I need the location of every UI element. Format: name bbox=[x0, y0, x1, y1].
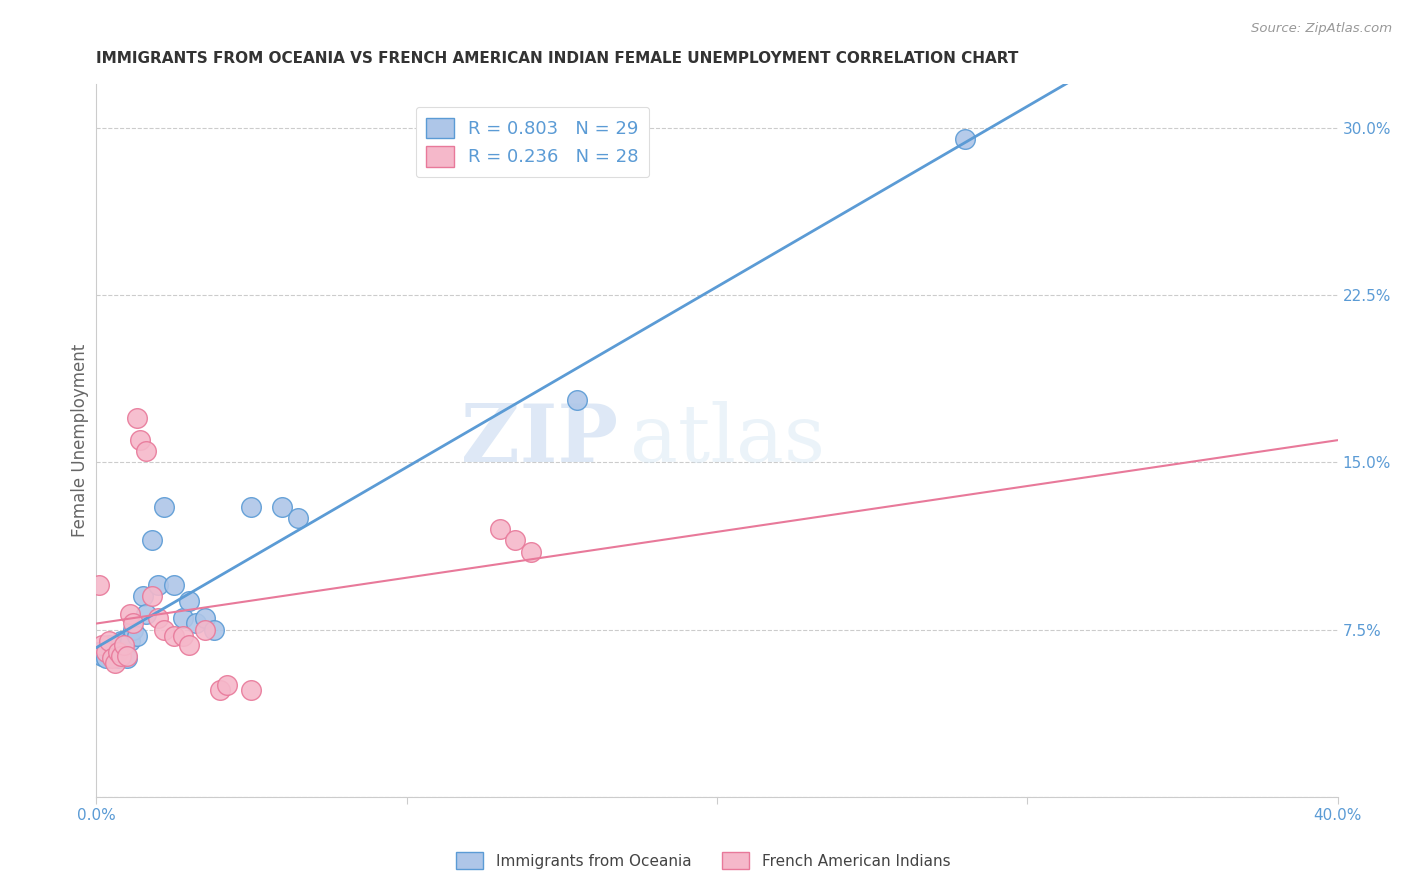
Point bbox=[194, 611, 217, 625]
Text: atlas: atlas bbox=[630, 401, 825, 479]
Point bbox=[953, 132, 976, 146]
Point bbox=[202, 623, 225, 637]
Point bbox=[132, 589, 155, 603]
Point bbox=[153, 623, 176, 637]
Point bbox=[194, 623, 217, 637]
Point bbox=[240, 682, 263, 697]
Point bbox=[240, 500, 263, 514]
Point bbox=[112, 645, 135, 659]
Point bbox=[135, 607, 157, 621]
Point bbox=[148, 611, 170, 625]
Point bbox=[179, 638, 201, 652]
Point bbox=[97, 633, 120, 648]
Point bbox=[184, 615, 207, 630]
Y-axis label: Female Unemployment: Female Unemployment bbox=[72, 343, 89, 537]
Point bbox=[122, 623, 145, 637]
Point bbox=[122, 615, 145, 630]
Point bbox=[89, 645, 111, 659]
Point bbox=[172, 629, 194, 643]
Point bbox=[271, 500, 294, 514]
Point bbox=[141, 533, 163, 548]
Point bbox=[107, 645, 129, 659]
Point bbox=[91, 649, 114, 664]
Point bbox=[567, 392, 589, 407]
Point bbox=[125, 629, 148, 643]
Point bbox=[97, 638, 120, 652]
Point bbox=[179, 593, 201, 607]
Point bbox=[287, 511, 309, 525]
Legend: R = 0.803   N = 29, R = 0.236   N = 28: R = 0.803 N = 29, R = 0.236 N = 28 bbox=[416, 107, 650, 178]
Point bbox=[112, 638, 135, 652]
Point bbox=[148, 578, 170, 592]
Legend: Immigrants from Oceania, French American Indians: Immigrants from Oceania, French American… bbox=[450, 846, 956, 875]
Point bbox=[141, 589, 163, 603]
Point bbox=[117, 651, 139, 665]
Text: Source: ZipAtlas.com: Source: ZipAtlas.com bbox=[1251, 22, 1392, 36]
Point bbox=[107, 651, 129, 665]
Point bbox=[163, 578, 186, 592]
Point bbox=[215, 678, 238, 692]
Point bbox=[128, 433, 150, 447]
Point bbox=[100, 645, 122, 659]
Point bbox=[94, 651, 117, 665]
Point bbox=[488, 522, 510, 536]
Point bbox=[120, 607, 142, 621]
Point bbox=[89, 578, 111, 592]
Point bbox=[519, 544, 541, 558]
Point bbox=[163, 629, 186, 643]
Point bbox=[94, 645, 117, 659]
Point bbox=[172, 611, 194, 625]
Point bbox=[117, 649, 139, 664]
Point bbox=[503, 533, 526, 548]
Point bbox=[209, 682, 232, 697]
Point bbox=[120, 633, 142, 648]
Point bbox=[135, 444, 157, 458]
Point bbox=[91, 638, 114, 652]
Point bbox=[153, 500, 176, 514]
Point bbox=[100, 651, 122, 665]
Point bbox=[104, 656, 127, 670]
Point bbox=[125, 410, 148, 425]
Point bbox=[110, 649, 132, 664]
Text: ZIP: ZIP bbox=[461, 401, 617, 479]
Point bbox=[110, 633, 132, 648]
Point bbox=[104, 640, 127, 655]
Text: IMMIGRANTS FROM OCEANIA VS FRENCH AMERICAN INDIAN FEMALE UNEMPLOYMENT CORRELATIO: IMMIGRANTS FROM OCEANIA VS FRENCH AMERIC… bbox=[96, 51, 1018, 66]
